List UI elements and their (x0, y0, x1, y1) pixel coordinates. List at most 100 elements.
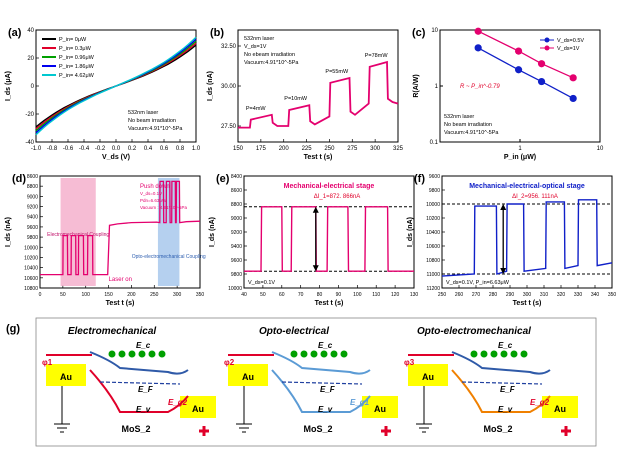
conduction-band (89, 351, 189, 375)
x-tick-label: 175 (256, 146, 267, 152)
au-right-contact (362, 396, 398, 418)
valence-band (451, 369, 551, 413)
panel-label: (c) (412, 27, 426, 39)
annotation: No beam irradiation (128, 118, 176, 124)
data-point (569, 74, 577, 82)
y-tick-label: -20 (25, 112, 34, 118)
gap-label: E_g2 (530, 398, 550, 407)
au-label: Au (242, 372, 254, 382)
ec-label: E_c (136, 341, 151, 350)
y-tick-label: 8800 (231, 202, 242, 208)
x-tick-label: 90 (336, 292, 342, 298)
x-tick-label: 150 (233, 146, 244, 152)
y-tick-label: 30.00 (221, 84, 237, 90)
watermark: 知乎 @硕博测试圈 (478, 432, 562, 445)
x-tick-label: 325 (393, 146, 404, 152)
au-right-contact (180, 396, 216, 418)
y-tick-label: 9200 (231, 230, 242, 236)
mos2-label: MoS_2 (303, 424, 332, 434)
data-point (514, 66, 523, 74)
au-left-contact (228, 364, 268, 386)
x-axis-title: V_ds (V) (102, 154, 130, 161)
legend-entry: P_in= 0.3μW (59, 46, 92, 52)
x-tick-label: -0.6 (63, 146, 74, 152)
y-tick-label: 8400 (231, 174, 242, 180)
au-label: Au (60, 372, 72, 382)
annotation: 532nm laser (444, 114, 474, 120)
ec-label: E_c (498, 341, 513, 350)
fermi-level (461, 381, 543, 385)
x-tick-label: 0.0 (112, 146, 121, 152)
x-tick-label: 0.6 (160, 146, 169, 152)
x-tick-label: 340 (591, 292, 600, 298)
x-tick-label: 60 (279, 292, 285, 298)
band-panel-1: Opto-electrical Au Au φ2 E_c E_F E_v E_g1 MoS_2 (224, 326, 398, 436)
data-point (537, 60, 546, 68)
annotation: V_ds=0.1V, P_in=6.63μW (446, 280, 510, 286)
annotation: 532nm laser (244, 36, 274, 42)
legend-entry: V_ds=1V (557, 46, 580, 52)
x-tick-label: 0.4 (144, 146, 153, 152)
y-tick-label: 0.1 (430, 140, 439, 146)
x-tick-label: 250 (438, 292, 447, 298)
y-tick-label: 9000 (27, 194, 38, 200)
legend-marker (544, 37, 550, 43)
laser-label: Laser on (109, 277, 132, 283)
annotation: V_ds=0.1V (140, 191, 162, 196)
data-point (537, 77, 546, 86)
y-tick-label: 9600 (231, 258, 242, 264)
delta-label: ΔI_2=956. 111nA (512, 194, 558, 200)
iv-curve-4 (35, 36, 197, 136)
ev-label: E_v (498, 405, 513, 414)
y-tick-label: 9400 (231, 244, 242, 250)
y-tick-label: 9800 (27, 235, 38, 241)
y-tick-label: 10000 (426, 202, 440, 208)
annotation: Vacuum:4.91*10^-5Pa (128, 126, 183, 132)
au-left-contact (408, 364, 448, 386)
x-tick-label: 320 (557, 292, 566, 298)
y-tick-label: 10400 (24, 266, 38, 272)
ef-label: E_F (138, 385, 154, 394)
coupling-trace (40, 180, 201, 276)
x-tick-label: -0.8 (47, 146, 58, 152)
barrier-label: φ1 (42, 358, 53, 367)
y-tick-label: 8600 (231, 188, 242, 194)
plus-icon (561, 426, 571, 436)
y-tick-label: 11200 (426, 286, 440, 292)
y-tick-label: 10600 (24, 276, 38, 282)
x-tick-label: 280 (489, 292, 498, 298)
x-tick-label: 290 (506, 292, 515, 298)
y-tick-label: 9000 (231, 216, 242, 222)
x-tick-label: 300 (370, 146, 381, 152)
mos2-label: MoS_2 (483, 424, 512, 434)
au-label: Au (374, 404, 386, 414)
x-tick-label: 300 (173, 292, 182, 298)
y-tick-label: 9800 (429, 188, 440, 194)
y-tick-label: 10200 (426, 216, 440, 222)
au-right-contact (542, 396, 578, 418)
y-axis-title: I_ds (μA) (5, 71, 12, 101)
electron (290, 350, 298, 358)
barrier-label: φ2 (224, 358, 235, 367)
au-label: Au (554, 404, 566, 414)
gap-label: E_g1 (350, 398, 370, 407)
data-point (474, 27, 482, 35)
y-tick-label: 10800 (426, 258, 440, 264)
stage-title: Mechanical-electrical-optical stage (469, 183, 585, 190)
x-tick-label: 275 (347, 146, 358, 152)
data-point (569, 94, 577, 103)
electron (128, 350, 136, 358)
x-tick-label: 1.0 (192, 146, 201, 152)
x-tick-label: 300 (523, 292, 532, 298)
ef-label: E_F (320, 385, 336, 394)
diagram-frame (35, 317, 597, 447)
current-trace (244, 206, 414, 272)
y-tick-label: 10800 (24, 286, 38, 292)
x-tick-label: -0.4 (79, 146, 90, 152)
chart-e: (e) 40 50 60 70 80 90 100 110 120 130 8400 8600 8800 9… (209, 173, 418, 307)
electron (510, 350, 518, 358)
y-axis-title: I_ds (nA) (407, 217, 414, 247)
annotation: Pdn=6.63μW (140, 198, 167, 203)
y-tick-label: -40 (25, 140, 34, 146)
ground-icon (236, 423, 252, 433)
